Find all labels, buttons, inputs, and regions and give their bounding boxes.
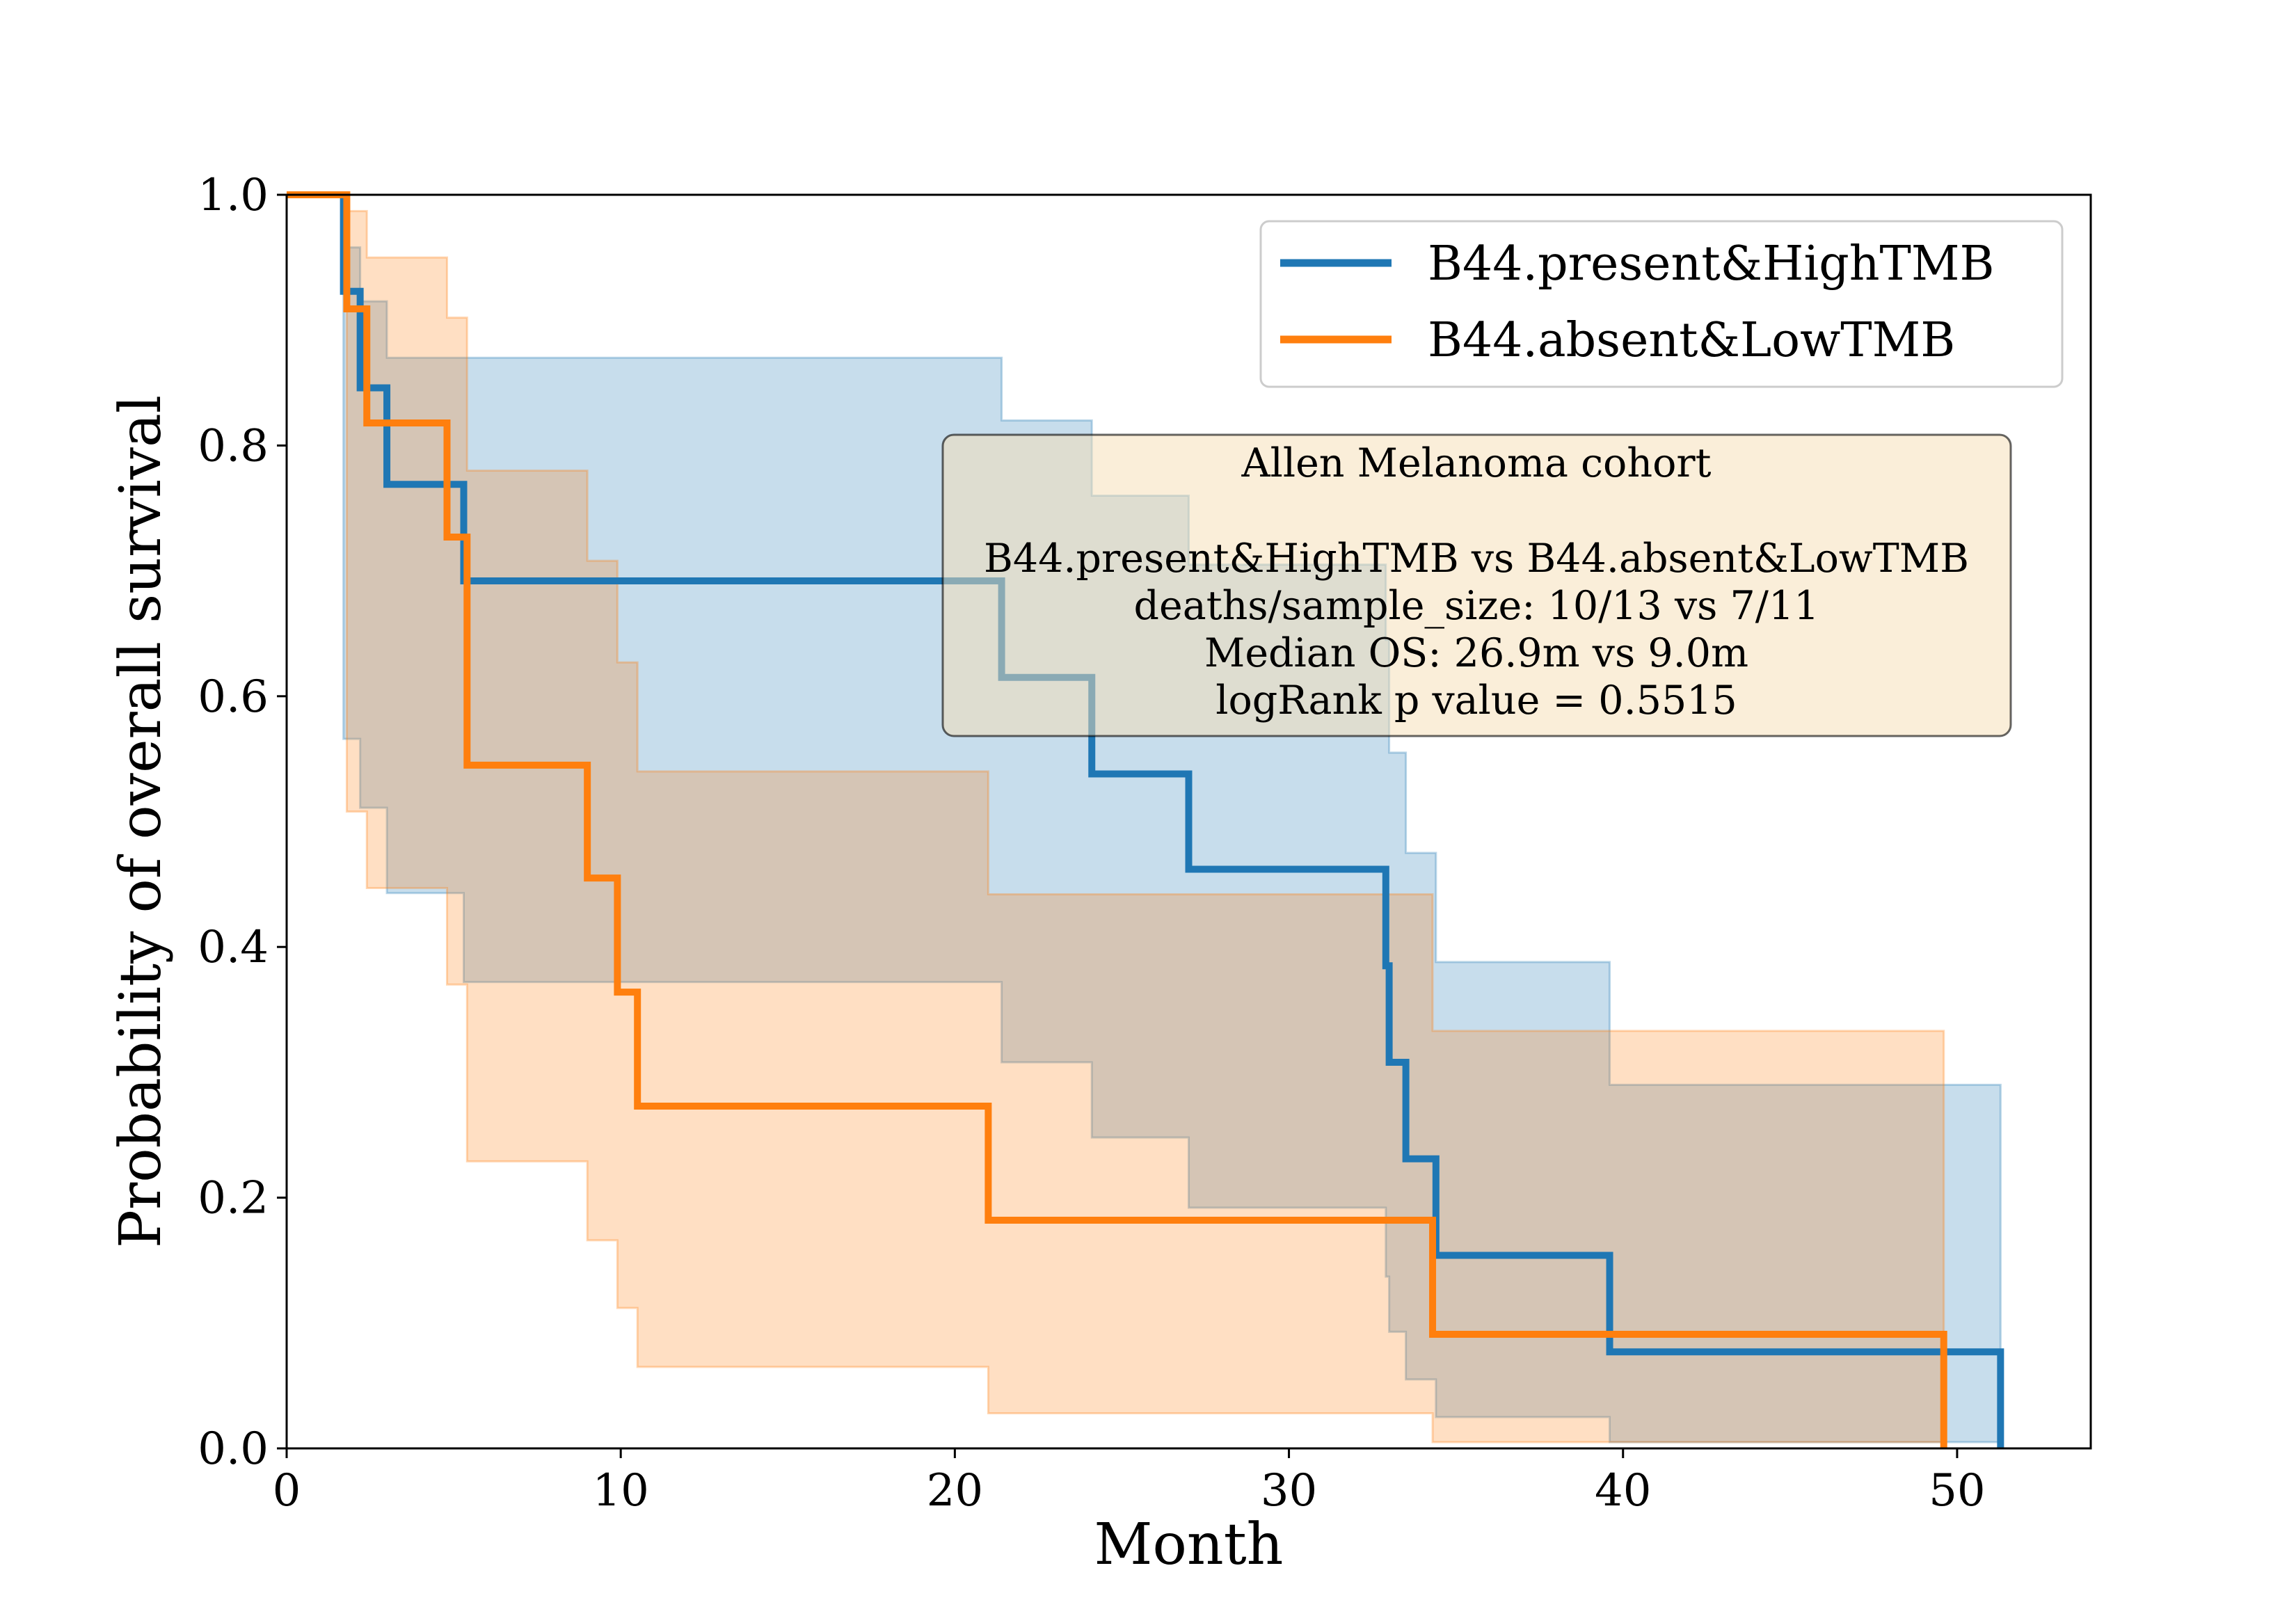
survival-curves [287, 191, 2004, 1448]
annotation-title: Allen Melanoma cohort [1241, 440, 1711, 486]
x-tick-label: 0 [273, 1465, 301, 1517]
legend-label-b44-present-hightmb: B44.present&HighTMB [1428, 237, 1995, 291]
x-tick-label: 50 [1929, 1465, 1985, 1517]
legend-box [1259, 220, 2064, 388]
axis-ticks: 0 10 20 30 40 50 0.0 0.2 0.4 0.6 0.8 1.0 [198, 170, 1985, 1517]
y-tick-label: 0.6 [198, 671, 269, 723]
ci-band-b44-absent-lowtmb [287, 193, 1945, 1444]
x-axis-title: Month [1094, 1512, 1284, 1578]
x-tick-label: 30 [1261, 1465, 1317, 1517]
x-tick-label: 10 [592, 1465, 648, 1517]
y-tick-label: 1.0 [198, 170, 269, 221]
y-tick-label: 0.8 [198, 420, 269, 472]
legend-label-b44-absent-lowtmb: B44.absent&LowTMB [1428, 313, 1955, 368]
annotation-box: Allen Melanoma cohort B44.present&HighTM… [941, 433, 2012, 737]
x-tick-label: 20 [927, 1465, 983, 1517]
x-tick-label: 40 [1595, 1465, 1651, 1517]
annotation-comparison: B44.present&HighTMB vs B44.absent&LowTMB [984, 536, 1969, 582]
y-tick-label: 0.0 [198, 1423, 269, 1475]
legend: B44.present&HighTMB B44.absent&LowTMB [1259, 220, 2064, 388]
curve-b44-absent-lowtmb [287, 191, 1947, 1448]
annotation-median-os: Median OS: 26.9m vs 9.0m [1204, 630, 1748, 676]
annotation-logrank: logRank p value = 0.5515 [1215, 678, 1737, 723]
annotation-box-background [941, 433, 2012, 737]
y-tick-label: 0.4 [198, 922, 269, 973]
y-axis-title: Probability of overall survival [108, 395, 174, 1248]
annotation-deaths: deaths/sample_size: 10/13 vs 7/11 [1133, 583, 1819, 629]
confidence-bands [287, 193, 2002, 1444]
y-tick-label: 0.2 [198, 1173, 269, 1224]
plot-frame [285, 193, 2092, 1450]
